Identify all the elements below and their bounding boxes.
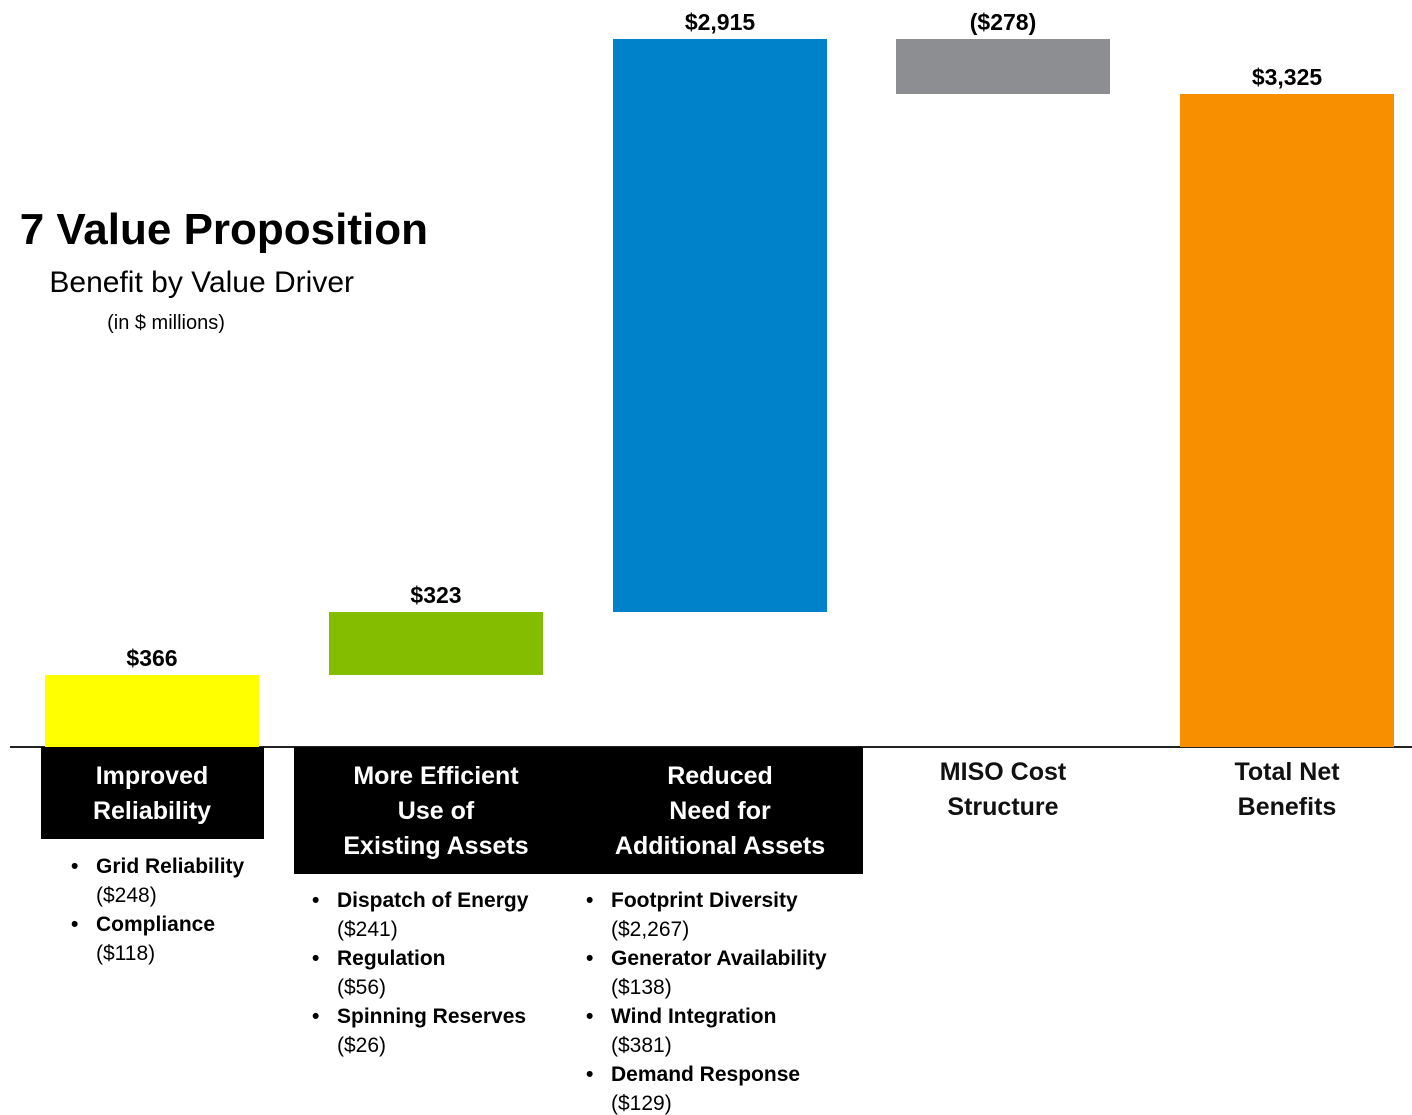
driver-item: Demand Response ($129) xyxy=(580,1060,827,1115)
driver-value: ($381) xyxy=(611,1034,672,1057)
driver-value: ($26) xyxy=(337,1034,387,1057)
driver-value: ($138) xyxy=(611,976,672,999)
driver-name: Regulation xyxy=(337,947,446,970)
driver-name: Spinning Reserves xyxy=(337,1005,527,1028)
driver-item: Regulation ($56) xyxy=(306,944,528,1002)
bar xyxy=(45,675,259,747)
driver-value: ($129) xyxy=(611,1092,672,1115)
driver-name: Footprint Diversity xyxy=(611,889,798,912)
driver-name: Demand Response xyxy=(611,1063,801,1086)
driver-list: Grid Reliability ($248) Compliance ($118) xyxy=(65,852,244,968)
driver-item: Footprint Diversity ($2,267) xyxy=(580,886,827,944)
category-label: MISO Cost Structure xyxy=(939,758,1067,821)
driver-item: Dispatch of Energy ($241) xyxy=(306,886,528,944)
value-label: $323 xyxy=(410,581,462,608)
value-label: $366 xyxy=(126,645,178,672)
value-label: $3,325 xyxy=(1251,63,1323,90)
category-label: More Efficient Use of Existing Assets xyxy=(293,747,579,874)
driver-name: Grid Reliability xyxy=(96,855,245,878)
driver-item: Generator Availability ($138) xyxy=(580,944,827,1002)
driver-item: Grid Reliability ($248) xyxy=(65,852,244,910)
category-label: Improved Reliability xyxy=(40,747,264,839)
unit-note: (in $ millions) xyxy=(107,312,225,334)
driver-list: Footprint Diversity ($2,267) Generator Ava… xyxy=(580,886,827,1115)
chart-subtitle: Benefit by Value Driver xyxy=(49,266,354,299)
category-label: Total Net Benefits xyxy=(1234,758,1340,821)
driver-value: ($2,267) xyxy=(611,918,690,941)
driver-value: ($118) xyxy=(96,942,156,965)
driver-item: Wind Integration ($381) xyxy=(580,1002,827,1060)
value-label: ($278) xyxy=(969,9,1037,35)
driver-name: Compliance xyxy=(96,913,216,936)
driver-name: Generator Availability xyxy=(611,947,827,970)
driver-list: Dispatch of Energy ($241) Regulation ($56) S… xyxy=(306,886,528,1060)
value-label: $2,915 xyxy=(684,9,756,35)
bar xyxy=(329,611,543,676)
driver-name: Dispatch of Energy xyxy=(337,889,529,912)
chart-title: 7 Value Proposition xyxy=(19,205,428,254)
bar xyxy=(1180,93,1394,747)
driver-value: ($56) xyxy=(337,976,387,999)
bar xyxy=(613,39,827,612)
driver-item: Spinning Reserves ($26) xyxy=(306,1002,528,1060)
driver-name: Wind Integration xyxy=(611,1005,777,1028)
bar xyxy=(896,39,1110,94)
driver-value: ($248) xyxy=(96,884,157,907)
category-label: Reduced Need for Additional Assets xyxy=(577,747,863,874)
driver-value: ($241) xyxy=(337,918,398,941)
driver-item: Compliance ($118) xyxy=(65,910,244,968)
